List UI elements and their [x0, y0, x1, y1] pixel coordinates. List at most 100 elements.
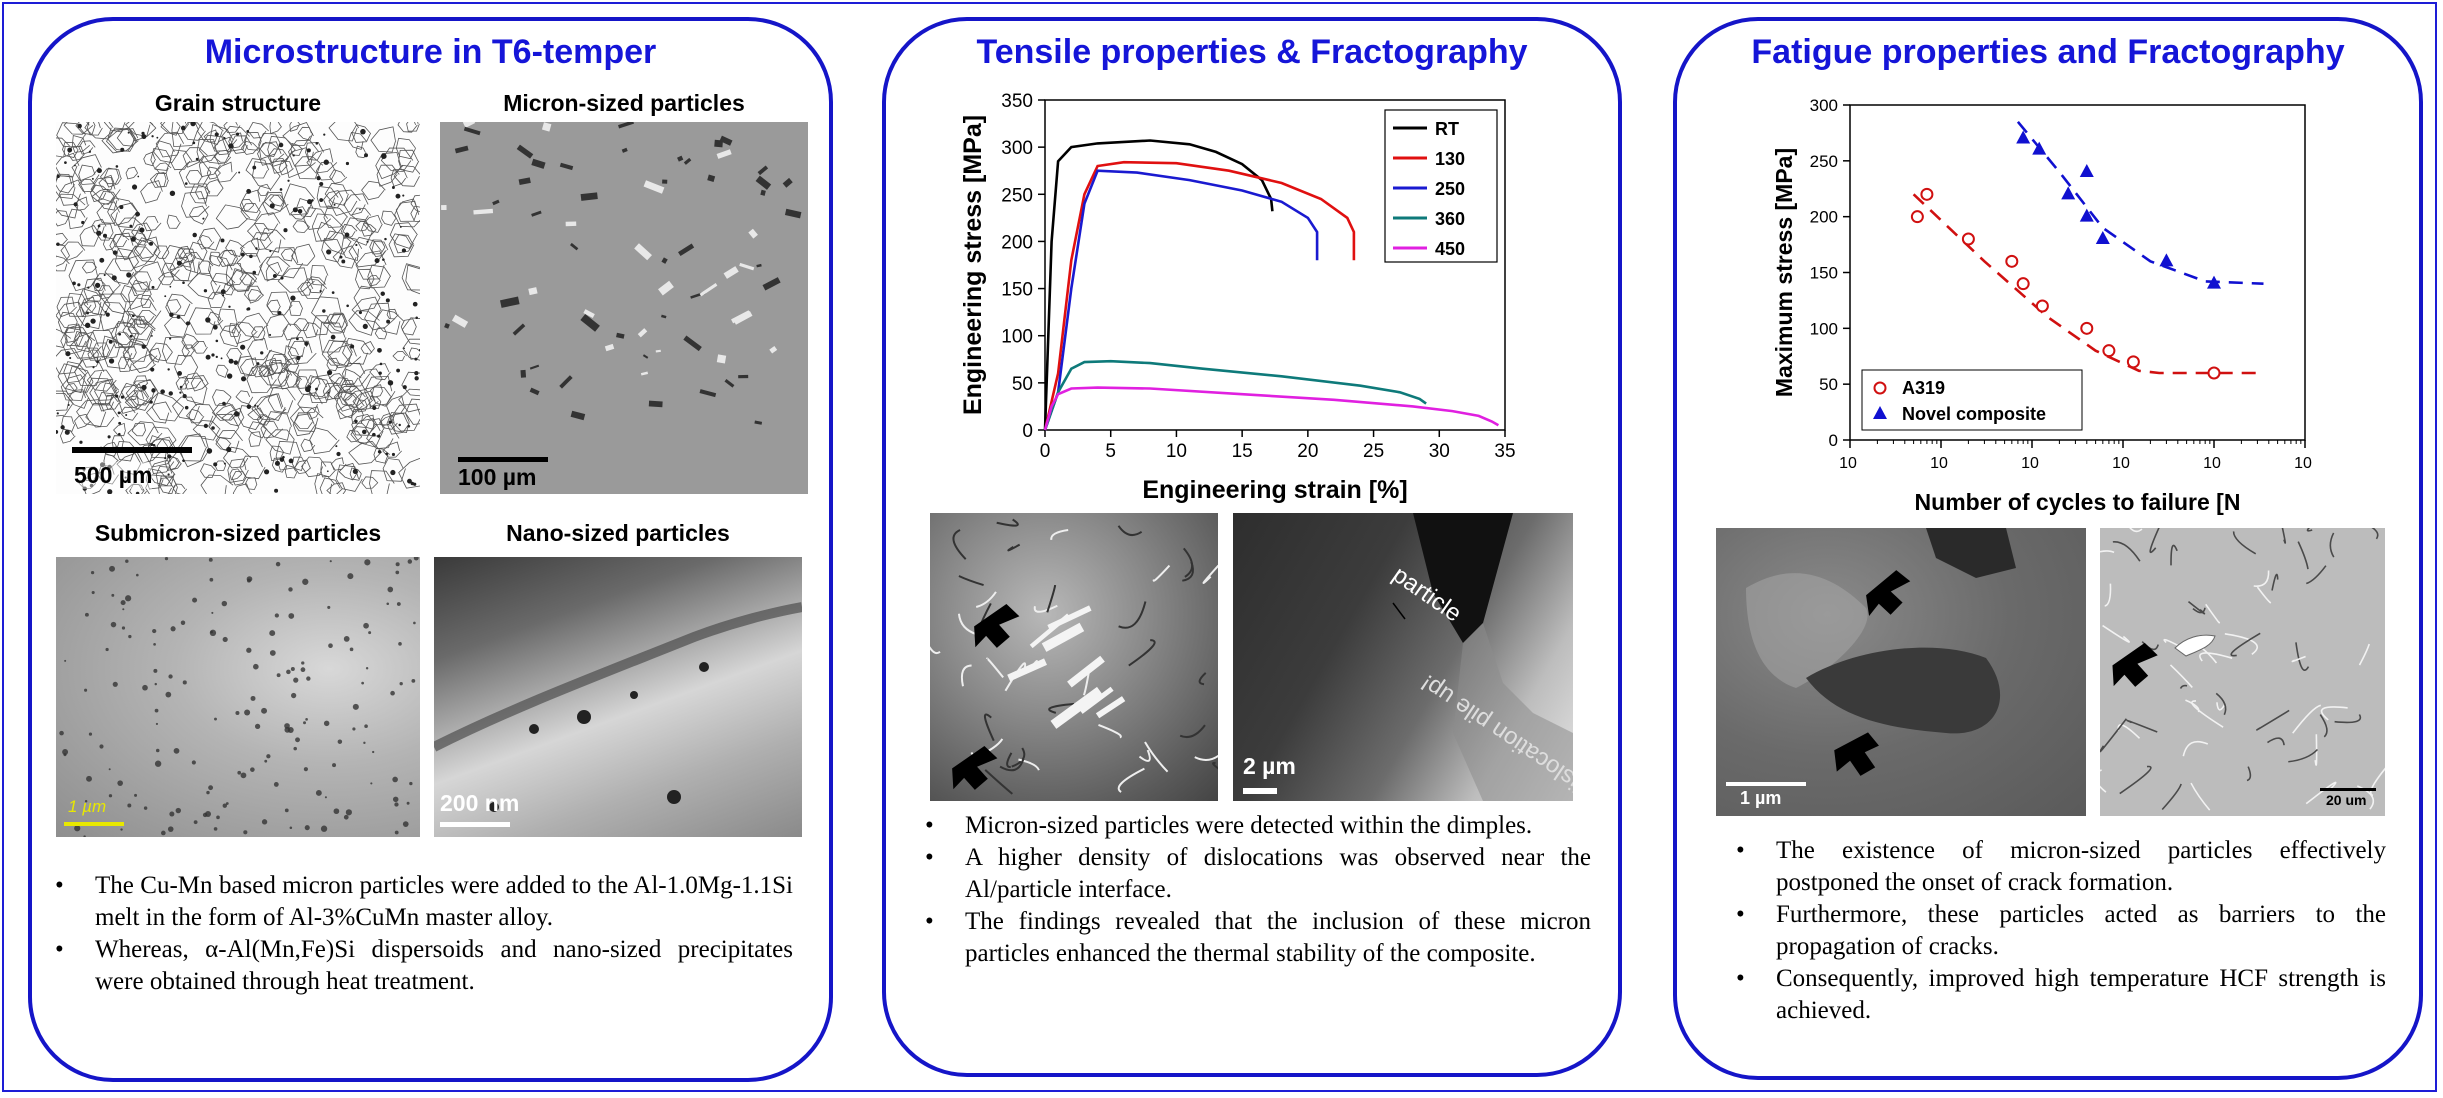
x-axis-label: Number of cycles to failure [N	[1915, 489, 2241, 515]
legend-label: 130	[1435, 149, 1465, 169]
arrow-icon	[2112, 642, 2158, 687]
fit-line	[1912, 193, 2264, 375]
y-tick-label: 50	[1819, 375, 1838, 394]
data-point	[2032, 141, 2047, 155]
submicron-particles-image: 1 µm	[56, 557, 420, 837]
tensile-fracture-image	[930, 513, 1218, 801]
fatigue-tem-image: 1 µm	[1716, 528, 2086, 816]
arrow-icon	[1866, 570, 1911, 616]
data-point	[1961, 232, 1975, 246]
data-point	[2159, 253, 2174, 267]
y-tick-label: 350	[1001, 91, 1033, 112]
fracture-pattern	[930, 518, 1218, 795]
data-point	[1910, 210, 1924, 224]
data-point	[2079, 208, 2094, 222]
arrow-icon	[952, 745, 998, 790]
data-point	[2207, 275, 2221, 289]
y-tick-label: 150	[1810, 264, 1838, 283]
grain-pattern	[56, 122, 420, 494]
x-tick-label: 10	[1839, 455, 1857, 472]
y-tick-label: 300	[1001, 138, 1033, 159]
nano-particles-image: 200 nm	[434, 557, 802, 837]
scale-bar	[1726, 782, 1806, 786]
data-point	[2102, 344, 2116, 358]
y-tick-label: 50	[1012, 374, 1033, 395]
panel-title: Microstructure in T6-temper	[204, 33, 657, 71]
data-point	[2035, 299, 2049, 313]
scale-bar	[1243, 788, 1277, 794]
scale-label: 1 µm	[1740, 788, 1782, 808]
bullet-list: The existence of micron-sized particles …	[1716, 835, 2386, 1027]
arrows	[952, 603, 1020, 790]
series-line	[1043, 139, 1274, 431]
data-point	[1920, 187, 1934, 201]
x-axis-label: Engineering strain [%]	[1142, 476, 1407, 504]
y-tick-label: 200	[1810, 208, 1838, 227]
bullet-item: The Cu-Mn based micron particles were ad…	[35, 870, 793, 934]
y-tick-label: 0	[1829, 431, 1838, 450]
scale-label: 500 µm	[74, 462, 153, 489]
caption-grain-structure: Grain structure	[154, 90, 322, 116]
x-tick-label: 25	[1363, 441, 1384, 462]
arrow-icon	[974, 603, 1020, 648]
scale-bar	[440, 822, 510, 827]
data-point	[2016, 130, 2031, 144]
data-point	[2080, 321, 2094, 335]
data-point	[2095, 231, 2110, 244]
caption-micron-particles: Micron-sized particles	[503, 90, 745, 116]
legend-label: A319	[1902, 378, 1945, 398]
scale-bar	[64, 822, 124, 826]
bullet-list: The Cu-Mn based micron particles were ad…	[35, 870, 793, 998]
x-tick-label: 10	[1930, 455, 1948, 472]
x-tick-label: 10	[2021, 455, 2039, 472]
legend-marker	[1873, 381, 1887, 395]
particle-pattern	[441, 122, 802, 425]
x-tick-label: 10	[2112, 455, 2130, 472]
scale-bar	[72, 447, 192, 453]
x-tick-label: 0	[1040, 441, 1051, 462]
scale-label: 100 µm	[458, 464, 537, 490]
grain-structure-image: 500 µm	[56, 122, 420, 494]
legend-box	[1861, 369, 2083, 431]
bullet-list: Micron-sized particles were detected wit…	[905, 810, 1591, 970]
scale-label: 20 um	[2326, 792, 2367, 808]
series-line	[1043, 359, 1427, 431]
data-point	[2126, 355, 2140, 369]
x-tick-label: 20	[1297, 441, 1318, 462]
tem-dislocation-image: particle dislocation pile up! 2 µm	[1233, 513, 1573, 801]
dispersoid-pattern	[59, 557, 419, 837]
bullet-item: Whereas, α-Al(Mn,Fe)Si dispersoids and n…	[35, 934, 793, 998]
y-tick-label: 250	[1001, 185, 1033, 206]
bullet-item: The existence of micron-sized particles …	[1716, 835, 2386, 899]
fatigue-fracture-image: 20 um	[2100, 528, 2385, 816]
y-tick-label: 200	[1001, 232, 1033, 253]
micron-particles-image: 100 µm	[440, 122, 808, 494]
x-tick-label: 10	[2294, 455, 2312, 472]
caption-submicron-particles: Submicron-sized particles	[94, 520, 382, 546]
precipitate-pattern	[434, 602, 802, 812]
y-axis-label: Maximum stress [MPa]	[1771, 148, 1797, 397]
tensile-chart: 0 5 10 15 20 25 30 35050100150200250300350Engin…	[959, 91, 1516, 504]
scale-bar	[458, 457, 548, 462]
data-point	[2005, 254, 2019, 268]
data-point	[2016, 277, 2030, 291]
legend-label: Novel composite	[1902, 404, 2046, 424]
legend-label: 450	[1435, 239, 1465, 259]
legend-box	[1384, 109, 1498, 263]
plot-frame	[1044, 99, 1506, 431]
panel-title: Tensile properties & Fractography	[976, 33, 1528, 71]
caption-nano-particles: Nano-sized particles	[506, 520, 730, 546]
fracture-pattern	[2100, 528, 2385, 811]
y-tick-label: 0	[1022, 421, 1033, 442]
bullet-item: The findings revealed that the inclusion…	[905, 906, 1591, 970]
series-line	[1043, 386, 1500, 431]
panel-title: Fatigue properties and Fractography	[1751, 33, 2345, 71]
y-axis-label: Engineering stress [MPa]	[959, 115, 987, 415]
data-point	[2061, 186, 2076, 200]
bullet-item: A higher density of dislocations was obs…	[905, 842, 1591, 906]
y-tick-label: 100	[1001, 327, 1033, 348]
y-tick-label: 250	[1810, 152, 1838, 171]
bullet-item: Consequently, improved high temperature …	[1716, 963, 2386, 1027]
legend-marker	[1873, 406, 1887, 419]
